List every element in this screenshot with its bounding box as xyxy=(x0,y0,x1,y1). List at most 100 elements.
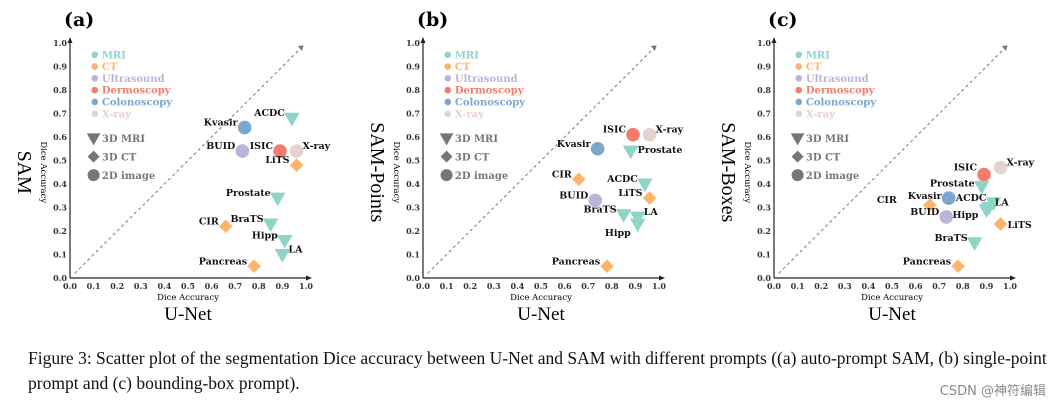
data-point-cir: CIR xyxy=(199,216,233,234)
legend-label: Ultrasound xyxy=(455,74,518,85)
legend-marker xyxy=(795,63,803,70)
legend-label: Ultrasound xyxy=(806,74,869,85)
data-point-lits: LiTS xyxy=(265,155,304,172)
point-label: Prostate xyxy=(638,145,683,156)
data-point-pancreas: Pancreas xyxy=(199,256,261,274)
figure-caption: Figure 3: Scatter plot of the segmentati… xyxy=(28,348,1047,393)
diagonal-line xyxy=(778,47,1006,274)
legend-shape-label: 3D CT xyxy=(102,153,137,164)
point-marker xyxy=(276,234,293,249)
point-label: ACDC xyxy=(955,193,987,204)
point-label: Hipp xyxy=(252,230,278,241)
point-label: Kvasir xyxy=(557,139,592,150)
x-tick-label: 0.7 xyxy=(932,281,946,291)
point-label: LiTS xyxy=(265,155,289,166)
point-marker xyxy=(571,172,586,187)
data-point-isic: ISIC xyxy=(250,141,287,158)
data-point-hipp: Hipp xyxy=(605,218,646,239)
point-marker xyxy=(922,198,937,212)
legend-shape-circle xyxy=(791,169,804,182)
legend-label: MRI xyxy=(455,50,479,61)
point-marker xyxy=(966,237,983,251)
point-marker xyxy=(951,259,965,274)
y-tick-label: 1.0 xyxy=(53,38,67,48)
legend-shape-label: 3D CT xyxy=(806,153,841,164)
point-label: BraTS xyxy=(934,233,967,244)
y-axis-arrow xyxy=(771,37,777,43)
x-axis-title: U-Net xyxy=(868,304,916,325)
legend-label: Dermoscopy xyxy=(455,86,525,97)
point-label: X-ray xyxy=(656,125,684,136)
data-point-x-ray: X-ray xyxy=(289,141,331,158)
point-label: LA xyxy=(644,207,659,218)
point-label: BraTS xyxy=(230,214,263,225)
x-axis-label: Dice Accuracy xyxy=(861,293,923,303)
data-point-kvasir: Kvasir xyxy=(908,191,956,205)
legend-marker xyxy=(444,98,452,106)
legend-shape-label: 3D MRI xyxy=(102,134,145,145)
data-point-kvasir: Kvasir xyxy=(557,139,605,156)
point-label: Prostate xyxy=(930,178,975,189)
y-tick-label: 0.0 xyxy=(406,273,420,283)
point-label: ISIC xyxy=(250,141,274,152)
point-label: CIR xyxy=(552,169,572,180)
x-tick-label: 0.5 xyxy=(534,281,548,291)
point-label: Kvasir xyxy=(908,191,943,202)
x-tick-label: 0.3 xyxy=(838,281,852,291)
legend-shape-diamond xyxy=(440,150,453,163)
panel-label: (c) xyxy=(768,9,798,31)
point-label: BraTS xyxy=(583,205,616,216)
data-point-buid: BUID xyxy=(910,207,954,224)
x-tick-label: 0.6 xyxy=(909,281,923,291)
data-point-pancreas: Pancreas xyxy=(903,256,965,274)
y-tick-label: 0.5 xyxy=(757,156,771,166)
point-marker xyxy=(941,191,956,205)
point-marker xyxy=(284,112,300,127)
data-point-lits: LiTS xyxy=(993,217,1032,231)
point-label: ACDC xyxy=(253,108,285,119)
legend-label: MRI xyxy=(102,50,126,61)
data-point-acdc: ACDC xyxy=(253,108,300,127)
x-tick-label: 0.3 xyxy=(487,281,501,291)
legend-shape-triangle-down xyxy=(439,133,454,146)
legend-label: Colonoscopy xyxy=(102,97,173,108)
y-axis-label: Dice Accuracy xyxy=(742,141,752,203)
legend-label: CT xyxy=(102,62,118,73)
data-point-brats: BraTS xyxy=(230,214,279,233)
x-axis-title: U-Net xyxy=(164,304,212,325)
x-tick-label: 0.8 xyxy=(252,281,266,291)
y-tick-label: 0.2 xyxy=(406,226,420,236)
legend-marker xyxy=(91,75,99,82)
legend-marker xyxy=(444,75,452,82)
y-tick-label: 0.8 xyxy=(406,85,420,95)
y-axis-title: SAM-Boxes xyxy=(717,122,739,222)
y-tick-label: 0.6 xyxy=(757,132,771,142)
point-label: Hipp xyxy=(953,210,979,221)
y-tick-label: 1.0 xyxy=(406,38,420,48)
point-label: ACDC xyxy=(606,174,638,185)
point-label: LA xyxy=(288,245,303,256)
legend-shape-triangle-down xyxy=(790,133,805,146)
point-marker xyxy=(262,218,279,233)
point-marker xyxy=(274,249,291,263)
x-tick-label: 0.4 xyxy=(157,281,171,291)
x-tick-label: 0.1 xyxy=(87,281,101,291)
point-marker xyxy=(600,259,614,274)
point-marker xyxy=(289,144,304,158)
y-axis-arrow xyxy=(420,37,426,43)
legend-marker xyxy=(91,63,99,70)
data-point-x-ray: X-ray xyxy=(642,125,684,142)
point-marker xyxy=(622,145,639,160)
x-tick-label: 0.7 xyxy=(581,281,595,291)
legend-label: Colonoscopy xyxy=(806,97,877,108)
legend: MRICTUltrasoundDermoscopyColonoscopyX-ra… xyxy=(790,50,877,182)
point-label: CIR xyxy=(199,216,219,227)
y-tick-label: 0.1 xyxy=(406,250,420,260)
point-marker xyxy=(218,219,233,234)
x-tick-label: 0.6 xyxy=(205,281,219,291)
point-label: LiTS xyxy=(1008,220,1032,231)
y-tick-label: 0.4 xyxy=(406,179,420,189)
panel-label: (a) xyxy=(64,9,94,31)
data-point-acdc: ACDC xyxy=(606,174,653,193)
y-tick-label: 1.0 xyxy=(757,38,771,48)
